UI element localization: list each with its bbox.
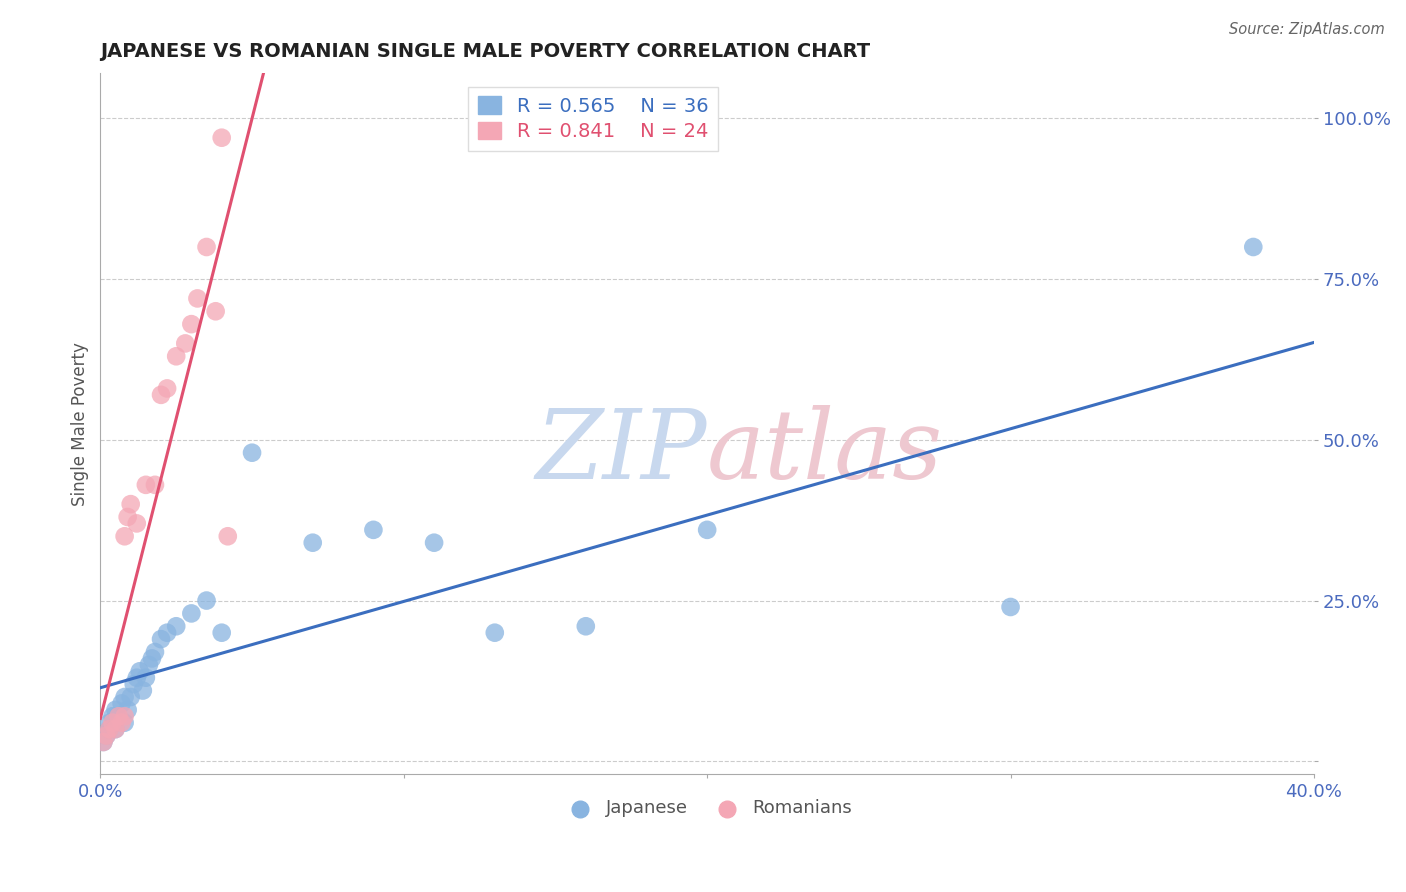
Point bbox=[125, 516, 148, 531]
Point bbox=[125, 671, 148, 685]
Point bbox=[165, 619, 187, 633]
Point bbox=[98, 722, 121, 736]
Point bbox=[128, 665, 150, 679]
Point bbox=[141, 651, 163, 665]
Point bbox=[211, 625, 233, 640]
Point bbox=[138, 657, 160, 672]
Point bbox=[132, 683, 155, 698]
Text: JAPANESE VS ROMANIAN SINGLE MALE POVERTY CORRELATION CHART: JAPANESE VS ROMANIAN SINGLE MALE POVERTY… bbox=[100, 42, 870, 61]
Point bbox=[110, 697, 132, 711]
Point bbox=[423, 535, 446, 549]
Point bbox=[217, 529, 239, 543]
Point bbox=[363, 523, 385, 537]
Point bbox=[301, 535, 323, 549]
Point bbox=[96, 729, 118, 743]
Point bbox=[122, 677, 145, 691]
Point bbox=[104, 722, 127, 736]
Point bbox=[1241, 240, 1264, 254]
Point bbox=[484, 625, 506, 640]
Point bbox=[180, 607, 202, 621]
Point bbox=[101, 709, 124, 723]
Point bbox=[117, 703, 139, 717]
Point bbox=[114, 529, 136, 543]
Point bbox=[104, 722, 127, 736]
Legend: Japanese, Romanians: Japanese, Romanians bbox=[555, 792, 859, 825]
Point bbox=[96, 729, 118, 743]
Point bbox=[156, 625, 179, 640]
Point bbox=[114, 709, 136, 723]
Point bbox=[98, 715, 121, 730]
Text: atlas: atlas bbox=[707, 405, 943, 499]
Point bbox=[186, 292, 208, 306]
Point bbox=[107, 709, 129, 723]
Point bbox=[135, 478, 157, 492]
Point bbox=[1000, 599, 1022, 614]
Point bbox=[93, 735, 115, 749]
Text: Source: ZipAtlas.com: Source: ZipAtlas.com bbox=[1229, 22, 1385, 37]
Point bbox=[150, 632, 173, 647]
Point bbox=[117, 510, 139, 524]
Point bbox=[165, 349, 187, 363]
Point bbox=[240, 446, 263, 460]
Point bbox=[104, 703, 127, 717]
Y-axis label: Single Male Poverty: Single Male Poverty bbox=[72, 342, 89, 506]
Point bbox=[143, 478, 166, 492]
Point bbox=[180, 317, 202, 331]
Point bbox=[195, 240, 218, 254]
Point bbox=[107, 709, 129, 723]
Point bbox=[156, 381, 179, 395]
Point bbox=[204, 304, 226, 318]
Point bbox=[575, 619, 598, 633]
Point bbox=[120, 690, 142, 704]
Point bbox=[101, 715, 124, 730]
Point bbox=[150, 388, 173, 402]
Point bbox=[114, 715, 136, 730]
Point bbox=[114, 690, 136, 704]
Point bbox=[174, 336, 197, 351]
Point bbox=[195, 593, 218, 607]
Point bbox=[120, 497, 142, 511]
Text: ZIP: ZIP bbox=[536, 405, 707, 499]
Point bbox=[143, 645, 166, 659]
Point bbox=[135, 671, 157, 685]
Point bbox=[98, 722, 121, 736]
Point bbox=[696, 523, 718, 537]
Point bbox=[110, 715, 132, 730]
Point bbox=[211, 130, 233, 145]
Point bbox=[93, 735, 115, 749]
